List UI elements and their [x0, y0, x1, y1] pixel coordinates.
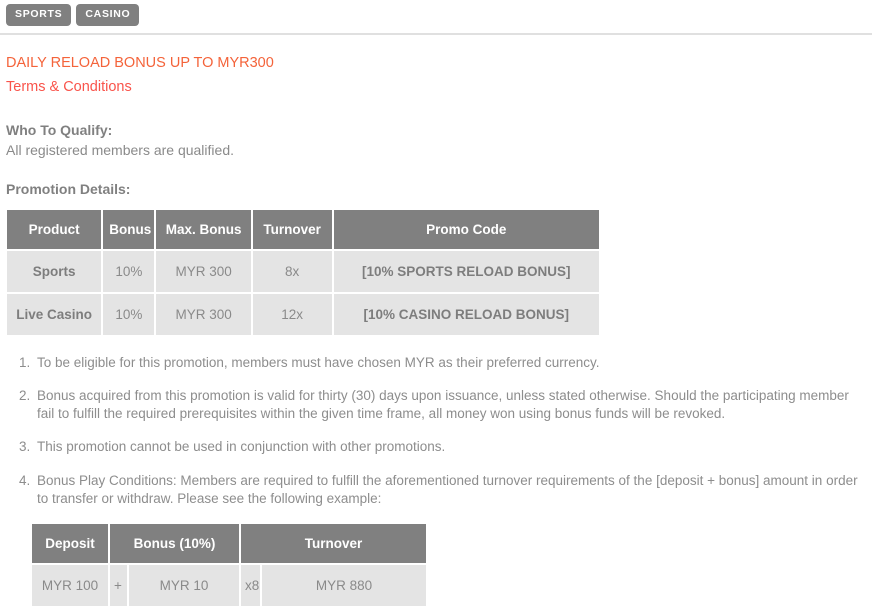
- table-row: MYR 100 + MYR 10 x8 MYR 880: [32, 564, 427, 606]
- list-item: To be eligible for this promotion, membe…: [34, 354, 866, 372]
- terms-list: To be eligible for this promotion, membe…: [6, 354, 866, 508]
- cell-plus-operator: +: [110, 564, 127, 606]
- table-header-row: Deposit Bonus (10%) Turnover: [32, 523, 427, 563]
- cell-deposit: MYR 100: [32, 564, 108, 606]
- tab-bar: SPORTS CASINO: [0, 0, 872, 33]
- column-header-max-bonus: Max. Bonus: [156, 209, 251, 249]
- cell-max-bonus: MYR 300: [156, 250, 251, 292]
- table-row: Live Casino 10% MYR 300 12x [10% CASINO …: [7, 293, 599, 335]
- column-header-bonus-percent: Bonus (10%): [110, 523, 240, 563]
- tab-sports[interactable]: SPORTS: [6, 4, 72, 26]
- example-table-wrapper: Deposit Bonus (10%) Turnover MYR 100 + M…: [6, 522, 866, 608]
- cell-product: Sports: [7, 250, 102, 292]
- promotion-details-label: Promotion Details:: [6, 180, 131, 197]
- cell-bonus-amount: MYR 10: [129, 564, 240, 606]
- list-item: This promotion cannot be used in conjunc…: [34, 438, 866, 456]
- column-header-promo-code: Promo Code: [333, 209, 599, 249]
- cell-bonus: 10%: [103, 293, 155, 335]
- column-header-product: Product: [7, 209, 102, 249]
- terms-and-conditions-link[interactable]: Terms & Conditions: [6, 79, 132, 96]
- bonus-example-table: Deposit Bonus (10%) Turnover MYR 100 + M…: [30, 522, 428, 608]
- column-header-turnover: Turnover: [241, 523, 427, 563]
- cell-turnover-amount: MYR 880: [262, 564, 427, 606]
- table-header-row: Product Bonus Max. Bonus Turnover Promo …: [7, 209, 599, 249]
- cell-turnover: 12x: [252, 293, 332, 335]
- list-item: Bonus acquired from this promotion is va…: [34, 387, 866, 423]
- cell-promo-code: [10% CASINO RELOAD BONUS]: [333, 293, 599, 335]
- cell-multiplier: x8: [241, 564, 261, 606]
- page-title: DAILY RELOAD BONUS UP TO MYR300: [6, 55, 274, 71]
- cell-promo-code: [10% SPORTS RELOAD BONUS]: [333, 250, 599, 292]
- column-header-bonus: Bonus: [103, 209, 155, 249]
- cell-turnover: 8x: [252, 250, 332, 292]
- list-item: Bonus Play Conditions: Members are requi…: [34, 472, 866, 508]
- table-row: Sports 10% MYR 300 8x [10% SPORTS RELOAD…: [7, 250, 599, 292]
- cell-product: Live Casino: [7, 293, 102, 335]
- who-to-qualify-label: Who To Qualify:: [6, 122, 113, 139]
- who-to-qualify-text: All registered members are qualified.: [6, 142, 234, 159]
- who-to-qualify-section: Who To Qualify: All registered members a…: [6, 120, 866, 161]
- column-header-turnover: Turnover: [252, 209, 332, 249]
- header-divider: [0, 33, 872, 35]
- column-header-deposit: Deposit: [32, 523, 108, 563]
- tab-casino[interactable]: CASINO: [76, 4, 140, 26]
- promotion-content: DAILY RELOAD BONUS UP TO MYR300 Terms & …: [0, 53, 872, 608]
- promotion-details-table: Product Bonus Max. Bonus Turnover Promo …: [5, 208, 601, 337]
- cell-max-bonus: MYR 300: [156, 293, 251, 335]
- cell-bonus: 10%: [103, 250, 155, 292]
